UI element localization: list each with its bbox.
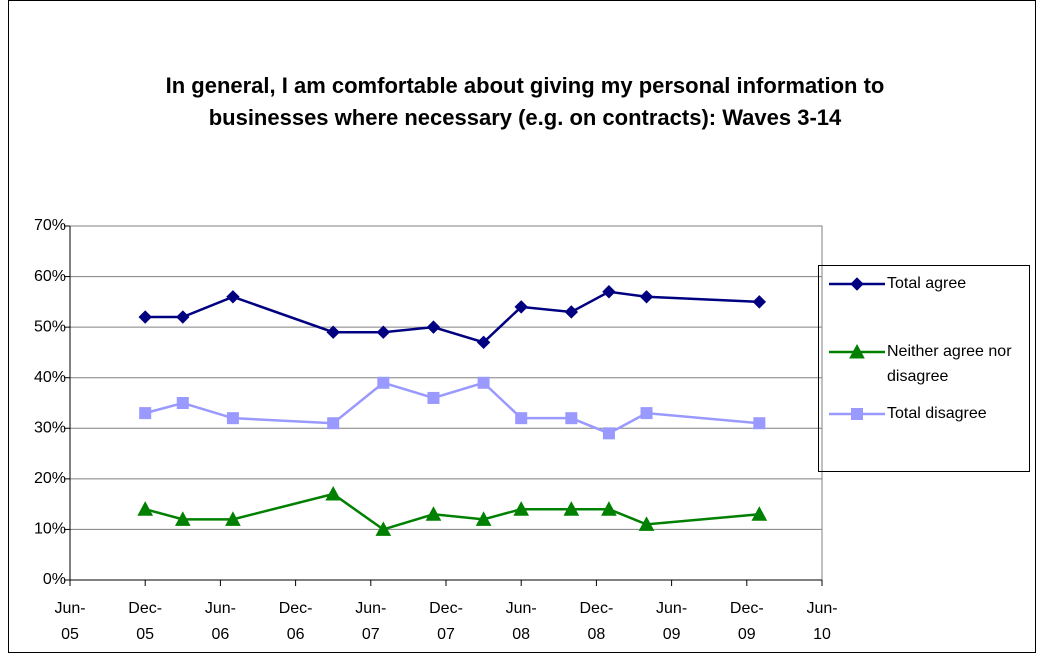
data-point	[377, 376, 390, 389]
legend: Total agree Neither agree nor disagree Tot…	[818, 265, 1030, 472]
y-tick-label: 30%	[34, 420, 66, 437]
data-point	[475, 511, 492, 526]
legend-item: Neither agree nor disagree	[819, 334, 1029, 385]
data-point	[226, 412, 239, 425]
y-tick-label: 50%	[34, 318, 66, 335]
data-point	[426, 320, 441, 334]
data-point	[139, 407, 152, 420]
data-point	[425, 506, 442, 521]
data-point	[751, 506, 768, 521]
data-point	[752, 295, 767, 309]
x-tick-label: Jun-10	[806, 600, 838, 643]
legend-marker	[851, 408, 863, 420]
data-point	[753, 417, 766, 430]
data-point	[427, 391, 440, 404]
x-tick-label: Dec-08	[579, 600, 614, 643]
x-tick-label: Jun-08	[505, 600, 537, 643]
chart-frame	[8, 0, 1036, 653]
legend-label: Total agree	[887, 275, 967, 292]
legend-item: Total agree	[819, 266, 1029, 316]
data-point	[602, 427, 615, 440]
data-point	[138, 310, 152, 324]
y-tick-label: 10%	[34, 521, 66, 538]
data-point	[563, 501, 580, 516]
legend-swatch	[829, 408, 885, 420]
series-line	[145, 290, 760, 344]
data-point	[477, 376, 490, 389]
legend-label: Neither agree nor disagree	[887, 343, 1012, 385]
x-tick-label: Jun-09	[656, 600, 688, 643]
y-tick-label: 40%	[34, 369, 66, 386]
data-point	[638, 516, 655, 531]
data-point	[325, 485, 342, 501]
series-line	[144, 492, 760, 531]
x-tick-label: Jun-05	[54, 600, 86, 643]
x-tick-label: Dec-05	[128, 600, 163, 643]
data-point	[176, 397, 189, 409]
data-point	[137, 501, 154, 516]
legend-item: Total disagree	[819, 396, 1029, 446]
data-point	[476, 335, 491, 350]
y-tick-label: 60%	[34, 268, 66, 285]
legend-marker	[849, 343, 865, 359]
legend-label: Total disagree	[887, 405, 987, 422]
data-point	[564, 305, 579, 319]
series-line	[144, 381, 760, 435]
data-point	[375, 521, 392, 536]
data-point	[376, 325, 391, 339]
legend-swatch	[829, 277, 885, 291]
data-point	[565, 412, 578, 425]
data-point	[602, 285, 616, 299]
x-tick-label: Dec-07	[429, 600, 463, 643]
x-tick-label: Jun-06	[204, 600, 236, 643]
x-tick-label: Dec-06	[278, 600, 313, 643]
legend-marker	[850, 277, 864, 291]
data-point	[514, 300, 528, 314]
x-tick-label: Jun-07	[355, 600, 387, 643]
legend-swatch	[829, 343, 885, 359]
data-point	[640, 407, 653, 420]
data-point	[327, 417, 340, 430]
chart-title: In general, I am comfortable about givin…	[165, 73, 885, 130]
y-tick-label: 70%	[34, 217, 66, 234]
data-point	[226, 290, 240, 304]
y-tick-label: 0%	[43, 571, 66, 588]
data-point	[513, 501, 530, 516]
data-point	[176, 310, 190, 324]
data-point	[225, 511, 241, 526]
data-point	[326, 325, 340, 339]
data-point	[639, 290, 654, 304]
y-tick-label: 20%	[34, 470, 66, 487]
data-point	[601, 501, 617, 516]
data-point	[515, 412, 528, 425]
x-tick-label: Dec-09	[729, 600, 764, 643]
data-point	[174, 511, 191, 526]
